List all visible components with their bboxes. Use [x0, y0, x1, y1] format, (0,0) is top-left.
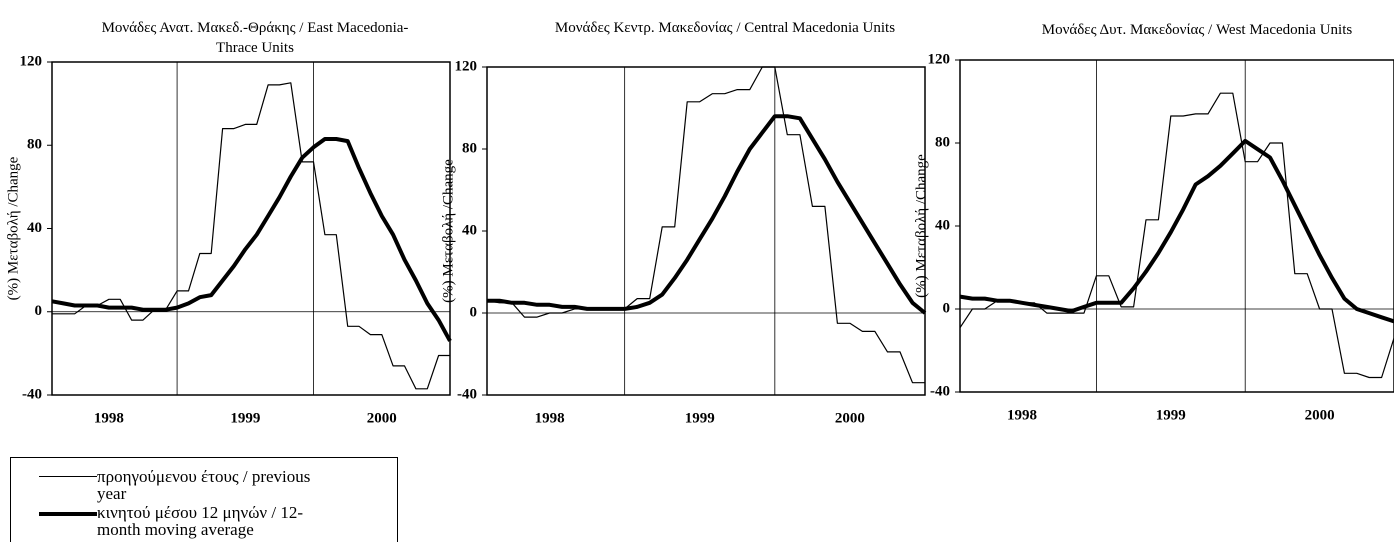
legend-item: προηγούμενου έτους / previous year [11, 468, 391, 502]
legend-label: προηγούμενου έτους / previous year [97, 467, 311, 503]
y-tick-label: 40 [27, 220, 42, 236]
y-tick-label: 0 [35, 303, 43, 319]
y-tick-label: 0 [943, 300, 951, 316]
x-tick-label: 1998 [94, 410, 124, 426]
y-axis-label: (%) Μεταβολή /Change [440, 159, 456, 303]
legend-item: κινητού μέσου 12 μηνών / 12-month moving… [11, 504, 391, 538]
y-tick-label: 80 [935, 134, 950, 150]
y-tick-label: 40 [462, 222, 477, 238]
chart-title: Μονάδες Κεντρ. Μακεδονίας / Central Mace… [554, 20, 896, 36]
chart-title: Μονάδες Ανατ. Μακεδ.-Θράκης / East Maced… [101, 20, 409, 56]
line-series [959, 92, 1394, 379]
y-tick-label: 80 [27, 137, 42, 153]
x-tick-label: 1999 [685, 410, 715, 426]
x-tick-label: 1998 [1007, 407, 1037, 423]
y-tick-label: -40 [22, 386, 42, 402]
line-series [52, 82, 450, 390]
y-tick-label: 40 [935, 217, 950, 233]
x-tick-label: 2000 [367, 410, 397, 426]
y-tick-label: -40 [930, 383, 950, 399]
line-series [487, 114, 927, 315]
legend-swatch [39, 476, 97, 478]
y-axis-label: (%) Μεταβολή /Change [913, 154, 929, 298]
x-tick-label: 1998 [535, 410, 565, 426]
line-series [959, 138, 1394, 324]
plot-frame [959, 59, 1394, 393]
y-tick-label: 80 [462, 140, 477, 156]
y-tick-label: 120 [455, 58, 478, 74]
x-tick-label: 1999 [230, 410, 260, 426]
x-tick-label: 1999 [1156, 407, 1186, 423]
chart-title: Μονάδες Δυτ. Μακεδονίας / West Macedonia… [1041, 22, 1353, 38]
y-axis-label: (%) Μεταβολή /Change [5, 156, 21, 300]
x-tick-label: 2000 [1305, 407, 1335, 423]
legend-swatch [39, 512, 97, 516]
y-tick-label: 120 [928, 51, 951, 67]
legend: προηγούμενου έτους / previous year κινητο… [10, 457, 398, 542]
y-tick-label: 0 [470, 304, 478, 320]
line-series [486, 66, 925, 384]
y-tick-label: 120 [20, 53, 43, 69]
x-tick-label: 2000 [835, 410, 865, 426]
legend-label: κινητού μέσου 12 μηνών / 12-month moving… [97, 503, 304, 539]
y-tick-label: -40 [457, 386, 477, 402]
line-series [51, 137, 452, 342]
